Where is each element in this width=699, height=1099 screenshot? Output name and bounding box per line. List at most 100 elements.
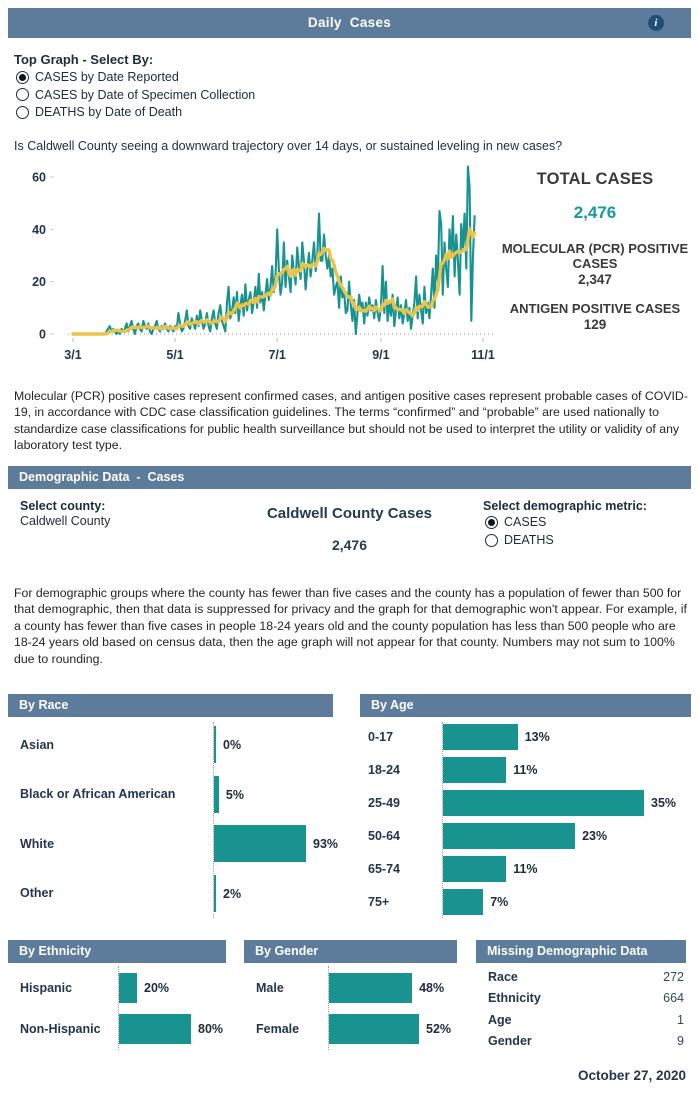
ethnicity-label-non-hispanic: Non-Hispanic <box>20 1022 101 1036</box>
suppression-note: For demographic groups where the county … <box>14 586 687 666</box>
svg-text:3/1: 3/1 <box>64 348 81 362</box>
missing-value: 664 <box>663 991 684 1005</box>
svg-text:20: 20 <box>32 275 46 289</box>
missing-row-age: Age 1 <box>488 1011 684 1028</box>
radio-option-label: CASES by Date Reported <box>35 70 179 84</box>
top-graph-select-heading: Top Graph - Select By: <box>14 52 154 67</box>
ethnicity-label-hispanic: Hispanic <box>20 981 73 995</box>
county-cases-title: Caldwell County Cases <box>266 505 433 522</box>
daily-cases-chart[interactable]: 0 20 40 60 3/1 5/1 7/1 9/1 11/1 <box>0 160 500 365</box>
age-bar-65-74[interactable] <box>443 856 507 882</box>
age-label-0-17: 0-17 <box>368 730 394 744</box>
age-bar-value: 23% <box>582 829 608 843</box>
pcr-cases-value: 2,347 <box>578 272 612 287</box>
race-label-white: White <box>20 837 55 851</box>
trend-question: Is Caldwell County seeing a downward tra… <box>14 139 563 153</box>
svg-text:40: 40 <box>32 223 46 237</box>
gender-bar-female[interactable] <box>329 1014 419 1044</box>
radio-option-metric-deaths[interactable]: DEATHS <box>485 532 554 548</box>
radio-icon[interactable] <box>485 533 498 547</box>
ethnicity-axis-line <box>118 966 119 1050</box>
race-bar-other[interactable] <box>214 875 216 912</box>
missing-row-gender: Gender 9 <box>488 1032 684 1049</box>
radio-icon[interactable] <box>485 515 498 529</box>
total-cases-label: TOTAL CASES <box>536 170 654 188</box>
radio-option-cases-by-date-reported[interactable]: CASES by Date Reported <box>16 69 179 85</box>
age-label-50-64: 50-64 <box>368 829 400 843</box>
county-select[interactable]: Caldwell County <box>20 514 111 528</box>
gender-bar-male[interactable] <box>329 973 413 1003</box>
age-bar-0-17[interactable] <box>443 724 518 750</box>
missing-data-header: Missing Demographic Data <box>476 940 686 963</box>
metric-select-heading: Select demographic metric: <box>483 499 647 513</box>
svg-text:9/1: 9/1 <box>372 348 389 362</box>
age-bar-value: 11% <box>513 862 538 876</box>
missing-row-ethnicity: Ethnicity 664 <box>488 990 684 1007</box>
svg-text:0: 0 <box>39 328 46 342</box>
race-label-asian: Asian <box>20 738 55 752</box>
by-race-title: By Race <box>19 698 69 712</box>
radio-option-label: DEATHS by Date of Death <box>35 105 183 119</box>
by-race-header: By Race <box>8 694 333 717</box>
by-ethnicity-header: By Ethnicity <box>8 940 226 963</box>
missing-row-race: Race 272 <box>488 968 684 985</box>
race-label-black: Black or African American <box>20 787 176 801</box>
antigen-cases-label: ANTIGEN POSITIVE CASES <box>509 301 681 316</box>
report-date: October 27, 2020 <box>577 1068 686 1083</box>
ethnicity-bar-hispanic[interactable] <box>119 973 137 1003</box>
age-axis-line <box>442 722 443 918</box>
ethnicity-bar-non-hispanic[interactable] <box>119 1014 191 1044</box>
missing-data-title: Missing Demographic Data <box>487 944 648 958</box>
gender-bar-value: 48% <box>419 981 445 995</box>
missing-value: 272 <box>663 969 684 984</box>
svg-text:60: 60 <box>32 170 46 184</box>
radio-icon[interactable] <box>16 88 29 101</box>
gender-bar-value: 52% <box>426 1022 452 1036</box>
radio-option-label: DEATHS <box>504 533 554 547</box>
info-icon[interactable]: i <box>648 15 664 31</box>
race-bar-value: 0% <box>223 737 242 752</box>
age-bar-value: 7% <box>490 895 509 909</box>
missing-label: Race <box>488 969 518 984</box>
svg-text:5/1: 5/1 <box>166 348 183 362</box>
age-label-65-74: 65-74 <box>368 862 400 876</box>
gender-label-male: Male <box>256 981 284 995</box>
by-gender-header: By Gender <box>244 940 457 963</box>
by-gender-title: By Gender <box>255 944 319 958</box>
age-bar-75plus[interactable] <box>443 889 484 915</box>
radio-option-cases-by-specimen-collection[interactable]: CASES by Date of Specimen Collection <box>16 87 255 103</box>
race-label-other: Other <box>20 886 54 900</box>
pcr-cases-label: MOLECULAR (PCR) POSITIVE CASES <box>501 241 689 271</box>
missing-label: Age <box>488 1012 512 1027</box>
demographic-section-header: Demographic Data - Cases <box>8 466 691 489</box>
radio-icon[interactable] <box>16 70 29 84</box>
race-bar-white[interactable] <box>214 825 306 862</box>
age-label-18-24: 18-24 <box>368 763 400 777</box>
radio-option-metric-cases[interactable]: CASES <box>485 514 546 530</box>
ethnicity-bar-value: 20% <box>144 981 170 995</box>
gender-label-female: Female <box>256 1022 300 1036</box>
antigen-cases-value: 129 <box>583 317 607 332</box>
page-title: Daily Cases <box>307 15 392 30</box>
age-bar-value: 11% <box>513 763 538 777</box>
age-bar-25-49[interactable] <box>443 790 644 816</box>
radio-icon[interactable] <box>16 105 29 119</box>
total-cases-value: 2,476 <box>573 203 617 222</box>
race-bar-value: 5% <box>225 787 244 802</box>
missing-label: Gender <box>488 1033 532 1048</box>
svg-text:11/1: 11/1 <box>471 348 495 362</box>
race-bar-black[interactable] <box>214 776 219 813</box>
age-bar-18-24[interactable] <box>443 757 507 783</box>
age-bar-value: 13% <box>524 730 550 744</box>
age-label-75plus: 75+ <box>368 895 390 909</box>
age-bar-50-64[interactable] <box>443 823 576 849</box>
title-bar: Daily Cases i <box>8 8 691 38</box>
race-bar-asian[interactable] <box>214 726 216 763</box>
by-age-header: By Age <box>360 694 691 717</box>
by-age-title: By Age <box>371 698 414 712</box>
demographic-section-title: Demographic Data - Cases <box>19 470 185 484</box>
radio-option-deaths-by-date-of-death[interactable]: DEATHS by Date of Death <box>16 104 182 120</box>
radio-option-label: CASES <box>504 515 547 529</box>
age-bar-value: 35% <box>651 796 677 810</box>
